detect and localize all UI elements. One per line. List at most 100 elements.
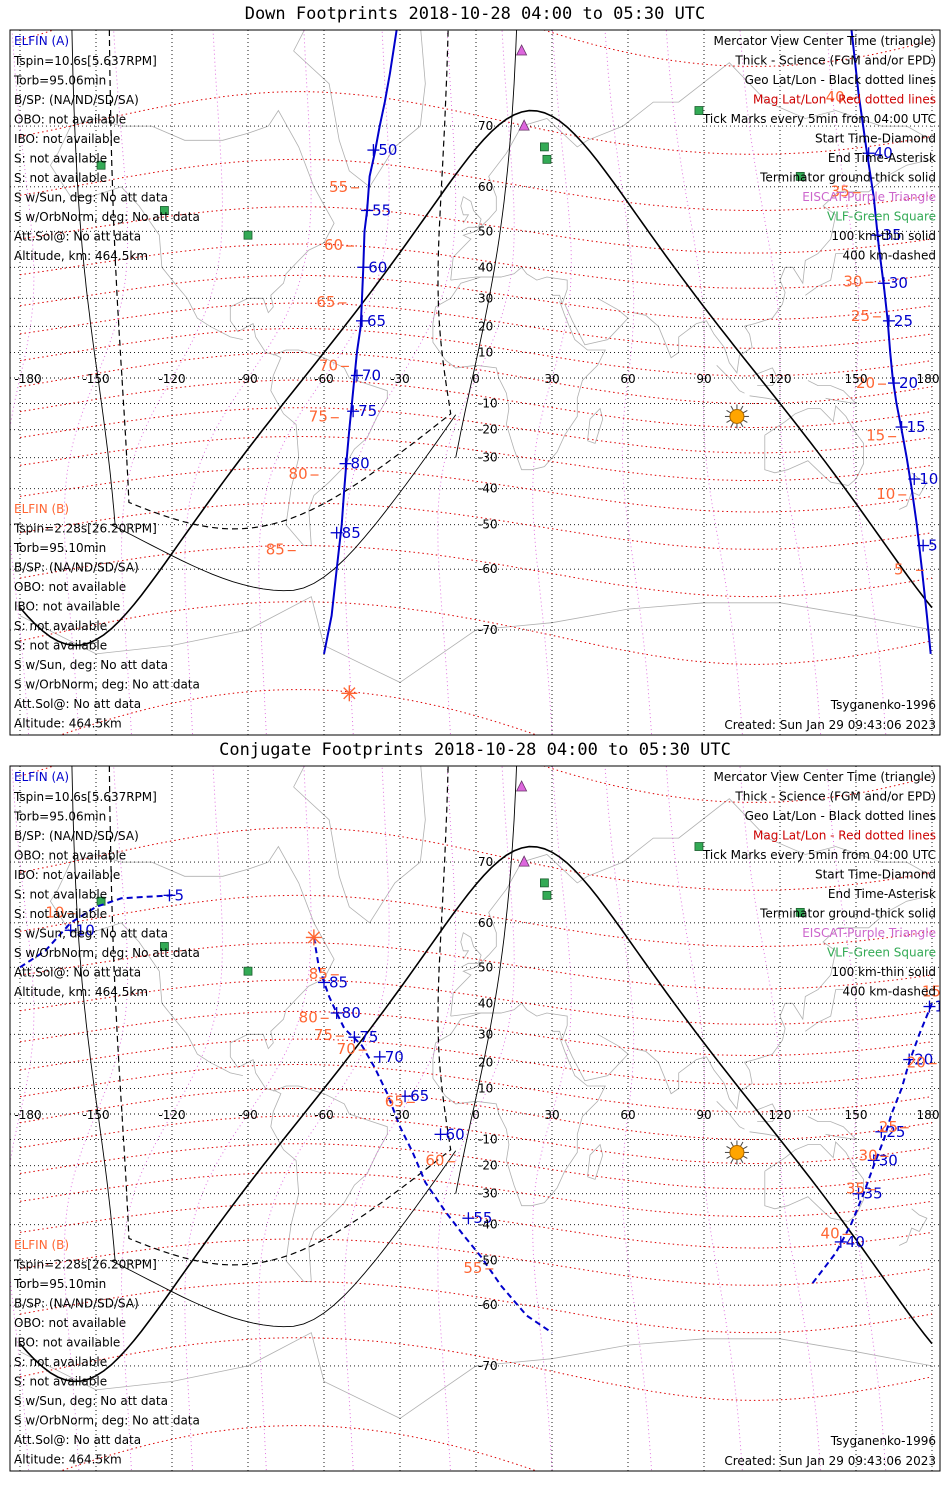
elfin-b-line: B/SP: (NA/ND/SD/SA) (14, 561, 139, 575)
elfin-b-line: OBO: not available (14, 1316, 126, 1330)
elfin-a-line: Torb=95.06min (13, 810, 106, 824)
orbit-tick-label: 15 (907, 418, 926, 436)
orbit-tick-label: 35 (883, 226, 902, 244)
orbit-tick-label: 30 (879, 1151, 898, 1169)
sun-disc (729, 408, 745, 424)
lon-label: -60 (314, 372, 334, 386)
map-panel-conjugate[interactable]: 1058580757065605515202530354010858075706… (0, 764, 950, 1494)
coastline (587, 1143, 604, 1180)
legend-item: Tick Marks every 5min from 04:00 UTC (702, 848, 936, 862)
lat-label: -10 (478, 1132, 498, 1146)
mag-parallel (19, 274, 933, 321)
mag-tick-label: 30 (859, 1146, 878, 1164)
coastline (587, 407, 604, 444)
vlf-green-square (795, 171, 805, 181)
mag-parallel (19, 1238, 933, 1286)
orbit-tick-label: 85 (329, 973, 348, 991)
coastline (49, 152, 243, 340)
mag-parallel (19, 379, 933, 429)
mag-tick-label: 20 (856, 374, 875, 392)
legend-item: 100 km-thin solid (831, 965, 936, 979)
vlf-green-square (542, 890, 552, 900)
mag-meridian (10, 30, 35, 735)
legend: Mercator View Center Time (triangle) Thic… (702, 770, 936, 999)
coastline (432, 1037, 606, 1207)
sun-ray (730, 422, 734, 428)
elfin-b-line: S: not available (14, 1375, 107, 1389)
mag-meridian (604, 766, 653, 1471)
lat-label: 70 (478, 119, 493, 133)
orbit-tick-label: 10 (76, 921, 95, 939)
elfin-b-line: S: not available (14, 619, 107, 633)
terminators (19, 766, 933, 1383)
legend-item: 100 km-thin solid (831, 229, 936, 243)
lat-label: -30 (478, 451, 498, 465)
mag-parallel (19, 1115, 933, 1165)
elfin-b-header: ELFIN (B) (14, 502, 69, 516)
legend-item: 400 km-dashed (842, 985, 936, 999)
legend-item: Mercator View Center Time (triangle) (714, 770, 936, 784)
mag-tick-label: 80 (299, 1008, 318, 1026)
legend-item: VLF-Green Square (827, 946, 936, 960)
orbit-tick-label: 40 (874, 144, 893, 162)
mag-tick-label: 10 (876, 485, 895, 503)
model-name: Tsyganenko-1996 (830, 698, 936, 712)
mag-parallel (19, 894, 933, 948)
legend-item: Terminator ground-thick solid (759, 171, 936, 185)
lon-label: 120 (769, 372, 792, 386)
sun-ray (742, 419, 748, 423)
elfin-b-line: Tspin=2.28s[26.20RPM] (13, 1258, 157, 1272)
orbit-tick-label: 80 (342, 1004, 361, 1022)
elfin-b-info: ELFIN (B) Tspin=2.28s[26.20RPM] Torb=95.10… (13, 502, 200, 731)
legend-item: Mag Lat/Lon - Red dotted lines (753, 829, 936, 843)
mag-meridian (258, 30, 390, 735)
elfin-a-line: Att.Sol@: No att data (14, 966, 141, 980)
legend-item: Geo Lat/Lon - Black dotted lines (745, 809, 936, 823)
orbit-tick-label: 60 (446, 1125, 465, 1143)
coastline (564, 1033, 629, 1082)
lon-label: 0 (472, 372, 480, 386)
sun-ray (740, 405, 744, 411)
sun-icon (724, 404, 749, 429)
sun-ray (742, 1146, 748, 1150)
terminator-100km (71, 30, 457, 592)
orbit-tick-label: 85 (342, 524, 361, 542)
orbit-tick-label: 50 (378, 141, 397, 159)
orbit-tick-label: 80 (351, 455, 370, 473)
mag-grid (10, 30, 933, 735)
coastline (460, 932, 482, 968)
legend-item: Start Time-Diamond (815, 132, 936, 146)
lat-label: 20 (478, 1055, 493, 1069)
lat-label: -60 (478, 562, 498, 576)
coastline (807, 380, 858, 405)
lon-label: 150 (845, 372, 868, 386)
orbit-tick-label: 25 (894, 312, 913, 330)
sun-ray (742, 410, 748, 414)
axis-labels: -180 -150 -120 -90 -60 -30 0 30 60 90 120 150 180 70 6… (14, 119, 939, 637)
lat-label: -60 (478, 1298, 498, 1312)
mag-tick-label: 60 (425, 1152, 444, 1170)
elfin-b-line: B/SP: (NA/ND/SD/SA) (14, 1297, 139, 1311)
mag-tick-label: 35 (831, 183, 850, 201)
coastline (751, 1103, 778, 1122)
mag-tick-label: 65 (316, 293, 335, 311)
map-panel-down[interactable]: 5055606570758085403530252015105505560657… (0, 28, 950, 743)
coastline (751, 367, 778, 386)
mag-parallel (19, 243, 933, 289)
lon-label: 90 (696, 1108, 711, 1122)
mag-parallel (19, 1171, 933, 1218)
lat-label: -10 (478, 396, 498, 410)
lat-label: 60 (478, 916, 493, 930)
elfin-a-line: OBO: not available (14, 849, 126, 863)
sun-ray (730, 1141, 734, 1147)
orbit-tick-label: 15 (934, 998, 950, 1016)
coastline (19, 1332, 933, 1419)
elfin-a-line: S: not available (14, 888, 107, 902)
mag-parallel (59, 1425, 539, 1471)
mag-tick-label: 15 (866, 427, 885, 445)
coastline (749, 1131, 781, 1138)
eiscat-purple-triangle (515, 780, 528, 792)
mag-parallel (19, 1280, 933, 1334)
coastline (293, 30, 426, 188)
created-timestamp: Created: Sun Jan 29 09:43:06 2023 (724, 718, 936, 732)
